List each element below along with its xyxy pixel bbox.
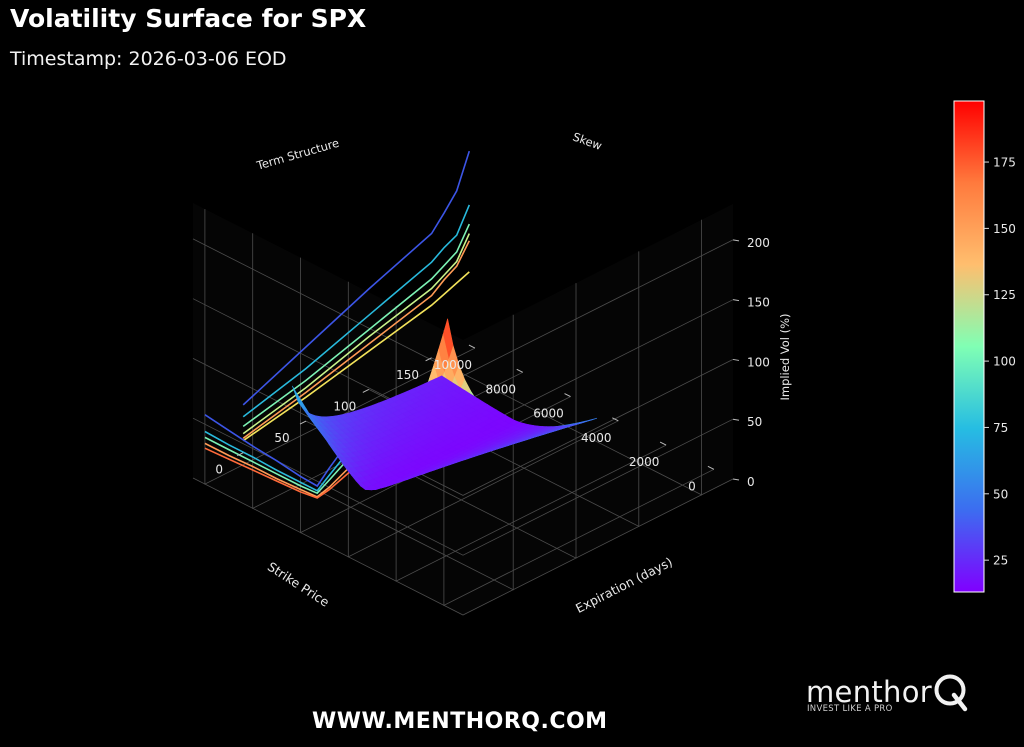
term-structure-curve xyxy=(242,150,471,406)
y-tick-mark xyxy=(425,357,432,362)
colorbar-tick-label: 50 xyxy=(993,487,1008,501)
z-tick-mark xyxy=(732,478,740,481)
y-tick-label: 150 xyxy=(396,368,419,382)
z-tick-mark xyxy=(732,239,740,242)
brand-tagline: INVEST LIKE A PRO xyxy=(807,704,893,714)
term-structure-curve xyxy=(242,240,471,439)
colorbar-gradient xyxy=(953,100,985,593)
term-structure-curve xyxy=(242,271,470,442)
y-tick-mark xyxy=(299,420,307,425)
colorbar-tick-label: 100 xyxy=(993,355,1016,369)
x-tick-label: 2000 xyxy=(629,455,660,469)
grid-line xyxy=(192,477,734,616)
colorbar-tick-label: 75 xyxy=(993,421,1008,435)
x-axis-label: Strike Price xyxy=(265,559,332,610)
term-structure-curve xyxy=(242,223,471,428)
z-tick-label: 0 xyxy=(747,475,755,489)
colorbar-tick-label: 125 xyxy=(993,288,1016,302)
x-tick-mark xyxy=(468,344,476,349)
z-tick-label: 150 xyxy=(747,296,770,310)
grid-line xyxy=(192,417,734,556)
website-url: WWW.MENTHORQ.COM xyxy=(312,709,608,734)
brand-name: menthor xyxy=(806,675,932,709)
x-tick-mark xyxy=(516,368,523,373)
y-tick-mark xyxy=(362,388,370,393)
x-tick-mark xyxy=(707,465,715,470)
x-tick-mark xyxy=(612,417,619,422)
right-pane xyxy=(463,204,733,615)
skew-label: Skew xyxy=(571,130,604,153)
term-structure-curve xyxy=(242,233,471,435)
z-tick-mark xyxy=(732,358,740,361)
timestamp-subtitle: Timestamp: 2026-03-06 EOD xyxy=(10,48,287,70)
x-tick-label: 6000 xyxy=(533,407,564,421)
surface-patch xyxy=(435,375,447,382)
chart-title: Volatility Surface for SPX xyxy=(10,4,367,33)
x-tick-label: 4000 xyxy=(581,431,612,445)
colorbar: 25 50 75 100 125 150 175 xyxy=(953,100,1016,593)
z-tick-mark xyxy=(732,299,740,302)
term-structure-curve xyxy=(242,204,471,418)
colorbar-tick-label: 25 xyxy=(993,554,1008,568)
q-logo-icon xyxy=(934,674,968,712)
z-tick-label: 100 xyxy=(747,355,770,369)
z-tick-label: 200 xyxy=(747,236,770,250)
x-tick-label: 8000 xyxy=(485,382,516,396)
surface-mesh xyxy=(292,318,598,491)
z-tick-mark xyxy=(732,418,740,421)
y-tick-label: 50 xyxy=(274,431,289,445)
colorbar-tick-label: 175 xyxy=(993,156,1016,170)
colorbar-tick-label: 150 xyxy=(993,222,1016,236)
term-structure-label: Term Structure xyxy=(254,136,341,173)
y-axis-label: Expiration (days) xyxy=(573,554,675,616)
x-tick-label: 0 xyxy=(688,479,696,493)
x-tick-mark xyxy=(564,393,571,398)
x-tick-mark xyxy=(659,441,667,446)
axis-ticks: 0 2000 4000 6000 8000 10000 0 50 100 150 0 50 100 150… xyxy=(215,236,769,493)
z-axis-label: Implied Vol (%) xyxy=(778,313,792,400)
menthorq-logo: menthor INVEST LIKE A PRO xyxy=(806,673,976,721)
y-tick-label: 0 xyxy=(215,463,223,477)
y-tick-mark xyxy=(237,452,244,457)
y-tick-label: 100 xyxy=(333,399,356,413)
z-tick-label: 50 xyxy=(747,415,762,429)
x-tick-label: 10000 xyxy=(434,358,472,372)
